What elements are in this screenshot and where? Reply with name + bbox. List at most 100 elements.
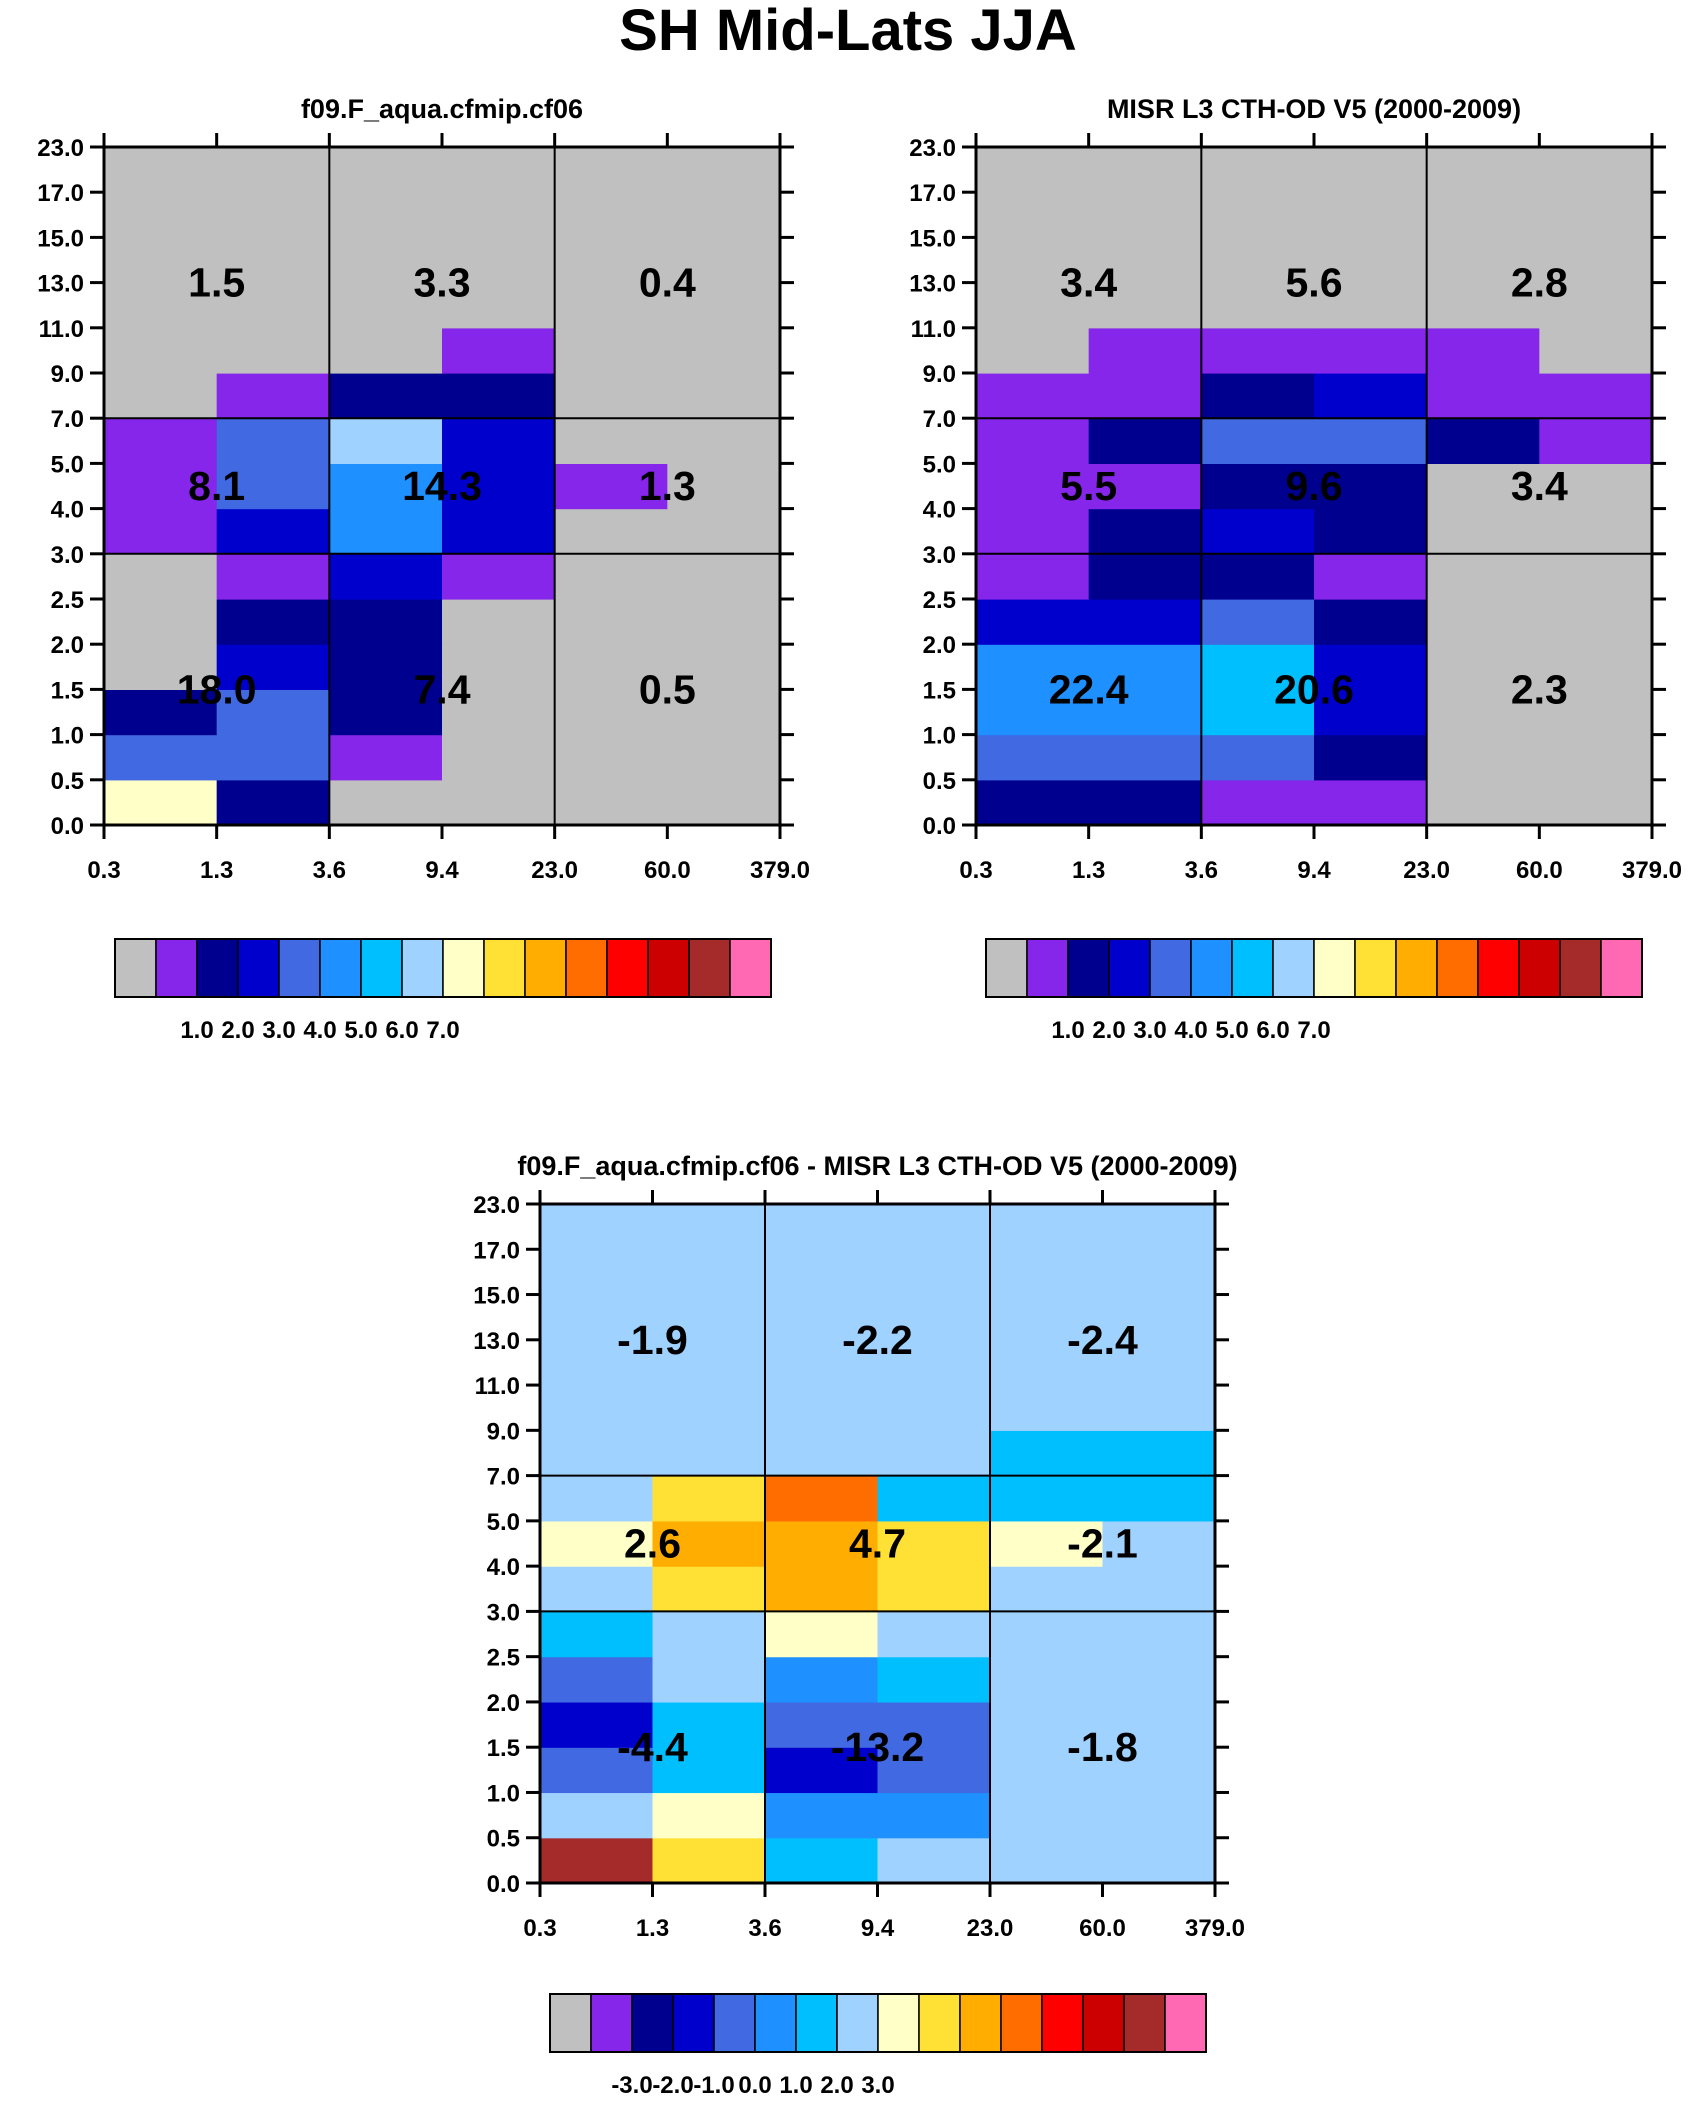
x-tick-label: 23.0: [967, 1915, 1014, 1942]
heatmap-cell: [329, 327, 443, 374]
colorbar-box: [483, 938, 526, 998]
heatmap-cell: [1314, 599, 1428, 645]
heatmap-cell: [104, 418, 218, 464]
heatmap-cell: [1426, 599, 1540, 645]
group-value-label: -2.2: [842, 1317, 913, 1363]
heatmap-cell: [1314, 192, 1428, 238]
group-value-label: 4.7: [849, 1521, 906, 1567]
heatmap-cell: [329, 373, 443, 419]
colorbar-box: [713, 1993, 756, 2053]
heatmap-cell: [216, 327, 330, 374]
heatmap-cell: [442, 508, 556, 555]
heatmap-cell: [990, 1611, 1104, 1658]
colorbar-box: [1272, 938, 1315, 998]
heatmap-cell: [765, 1656, 879, 1703]
heatmap-cell: [216, 147, 330, 193]
colorbar-box: [196, 938, 239, 998]
heatmap-cell: [765, 1520, 879, 1567]
heatmap-cell: [667, 147, 781, 193]
colorbar-box: [155, 938, 198, 998]
colorbar-label: 6.0: [1256, 1017, 1289, 1044]
heatmap-cell: [1314, 553, 1428, 600]
figure-title: SH Mid-Lats JJA: [619, 0, 1077, 63]
heatmap-cell: [765, 1204, 879, 1250]
y-tick-label: 23.0: [37, 135, 84, 162]
heatmap-cell: [554, 237, 668, 284]
colorbar-box: [1026, 938, 1069, 998]
heatmap-cell: [652, 1611, 766, 1658]
heatmap-cell: [554, 734, 668, 781]
colorbar-box: [1313, 938, 1356, 998]
colorbar-box: [590, 1993, 633, 2053]
heatmap-cell: [976, 418, 1090, 464]
heatmap-cell: [765, 1701, 879, 1748]
heatmap-cell: [877, 1204, 991, 1250]
group-value-label: 18.0: [177, 666, 257, 712]
group-value-label: -1.9: [617, 1317, 688, 1363]
x-tick-label: 3.6: [1185, 857, 1218, 884]
heatmap-cell: [442, 689, 556, 736]
heatmap-cell: [1426, 463, 1540, 510]
heatmap-cell: [1088, 508, 1202, 555]
group-value-label: 2.3: [1511, 666, 1568, 712]
heatmap-cell: [990, 1792, 1104, 1839]
heatmap-cell: [104, 734, 218, 781]
heatmap-cell: [976, 779, 1090, 826]
heatmap-cell: [442, 282, 556, 329]
heatmap-cell: [216, 779, 330, 826]
group-value-label: 9.6: [1286, 463, 1343, 509]
colorbar-frame: [549, 1993, 1207, 2053]
colorbar-box: [360, 938, 403, 998]
heatmap-cell: [104, 463, 218, 510]
colorbar-label: 3.0: [1133, 1017, 1166, 1044]
heatmap-cell: [540, 1747, 654, 1794]
heatmap-cell: [329, 192, 443, 238]
heatmap-cell: [1201, 373, 1315, 419]
heatmap-cell: [1426, 689, 1540, 736]
heatmap-cell: [976, 553, 1090, 600]
heatmap-cell: [877, 1475, 991, 1522]
heatmap-cell: [765, 1792, 879, 1839]
heatmap-cell: [667, 418, 781, 464]
heatmap-cell: [1088, 373, 1202, 419]
heatmap-cell: [1314, 282, 1428, 329]
heatmap-cell: [1088, 463, 1202, 510]
heatmap-cell: [1539, 553, 1653, 600]
y-tick-label: 11.0: [911, 316, 956, 343]
heatmap-cell: [667, 508, 781, 555]
heatmap-cell: [1201, 327, 1315, 374]
x-tick-label: 1.3: [636, 1915, 669, 1942]
colorbar-box: [1354, 938, 1397, 998]
heatmap-cell: [216, 689, 330, 736]
colorbar-frame: [985, 938, 1643, 998]
heatmap-cell: [442, 373, 556, 419]
group-value-label: 3.3: [414, 260, 471, 306]
y-tick-label: 4.0: [51, 497, 84, 524]
x-tick-label: 60.0: [1516, 857, 1563, 884]
heatmap-cell: [1539, 644, 1653, 690]
colorbar-box: [1190, 938, 1233, 998]
heatmap-cell: [1201, 463, 1315, 510]
heatmap-cell: [667, 463, 781, 510]
heatmap-cell: [1102, 1204, 1216, 1250]
heatmap-cell: [1539, 508, 1653, 555]
heatmap-cell: [1539, 192, 1653, 238]
heatmap-cell: [976, 508, 1090, 555]
colorbar-label: 4.0: [303, 1017, 336, 1044]
heatmap-cell: [667, 282, 781, 329]
y-tick-label: 5.0: [51, 451, 84, 478]
heatmap-cell: [990, 1701, 1104, 1748]
heatmap-cell: [877, 1656, 991, 1703]
heatmap-cell: [990, 1747, 1104, 1794]
panel-obs-title: MISR L3 CTH-OD V5 (2000-2009): [1107, 94, 1521, 124]
heatmap-cell: [540, 1566, 654, 1612]
colorbar-label: 2.0: [1092, 1017, 1125, 1044]
group-value-label: -1.8: [1067, 1724, 1138, 1770]
heatmap-cell: [877, 1294, 991, 1341]
heatmap-cell: [554, 418, 668, 464]
heatmap-cell: [976, 192, 1090, 238]
heatmap-cell: [667, 599, 781, 645]
heatmap-cell: [877, 1566, 991, 1612]
heatmap-cell: [104, 689, 218, 736]
heatmap-cell: [990, 1385, 1104, 1431]
